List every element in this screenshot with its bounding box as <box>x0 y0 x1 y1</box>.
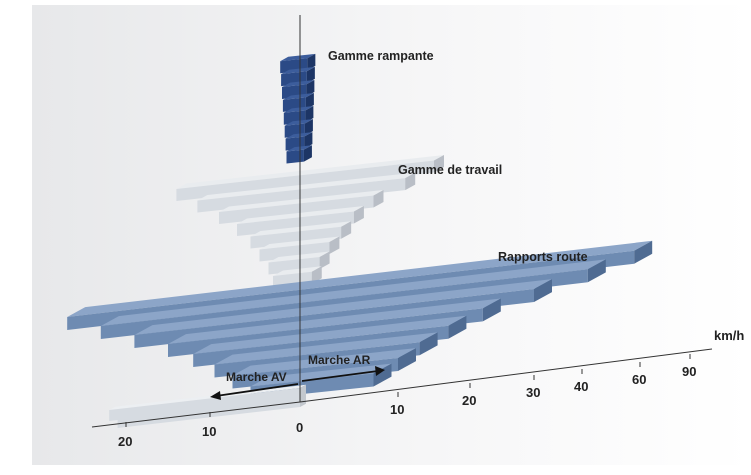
bar-rapports-route-3-top <box>214 332 438 365</box>
extra-bar-2 <box>109 384 306 421</box>
bar-gamme-de-travail-3 <box>259 236 340 262</box>
bar-gamme-rampante-7-top <box>281 66 315 75</box>
bar-gamme-rampante-6-top <box>282 79 315 87</box>
reverse-tick-label-10: 10 <box>390 402 404 417</box>
bar-gamme-de-travail-4-front <box>250 226 342 249</box>
bar-gamme-rampante-2-side <box>304 132 313 149</box>
reverse-tick-label-30: 30 <box>526 385 540 400</box>
reverse-tick-label-60: 60 <box>632 372 646 387</box>
bar-gamme-rampante-8-top <box>280 53 316 62</box>
axis-layer <box>91 15 713 428</box>
unit-label: km/h <box>714 328 744 343</box>
bar-gamme-rampante-1-front <box>286 149 304 164</box>
bar-gamme-de-travail-8-front <box>176 160 434 201</box>
bar-gamme-de-travail-3-top <box>259 236 340 250</box>
bar-rapports-route-4-top <box>193 315 467 354</box>
extra-bar-2-front <box>109 388 300 421</box>
bar-rapports-route-2-top <box>232 348 416 376</box>
bar-rapports-route-1-top <box>250 363 392 387</box>
reverse-arrow-line <box>301 370 379 382</box>
reverse-tick-label-90: 90 <box>682 364 696 379</box>
bar-gamme-de-travail-6 <box>219 190 384 224</box>
bar-rapports-route-6-top <box>134 279 552 335</box>
bar-rapports-route-2-side <box>398 348 416 371</box>
bar-gamme-rampante-3-top <box>284 119 313 126</box>
reverse-direction-label: Marche AR <box>308 353 371 367</box>
bar-rapports-route-5-side <box>482 298 501 322</box>
reverse-tick-label-20: 20 <box>462 393 476 408</box>
bar-gamme-de-travail-1-top <box>273 266 322 276</box>
forward-tick-label-10: 10 <box>202 424 216 439</box>
bar-gamme-rampante-5-top <box>282 93 314 100</box>
bar-gamme-de-travail-2-side <box>319 251 330 269</box>
bar-gamme-de-travail-8-top <box>176 155 444 189</box>
bar-rapports-route-4-side <box>448 315 467 339</box>
forward-axis-line <box>91 401 301 428</box>
bar-gamme-de-travail-5-front <box>237 211 354 236</box>
bar-gamme-de-travail-7-front <box>197 178 406 213</box>
bar-gamme-de-travail-6-front <box>219 195 374 224</box>
bar-rapports-route-8-side <box>634 240 653 264</box>
extra-bar-2-top <box>109 384 306 410</box>
bar-gamme-de-travail-3-side <box>329 236 340 254</box>
bar-gamme-de-travail-6-side <box>373 190 384 208</box>
bar-gamme-de-travail-7-top <box>197 172 416 201</box>
bar-gamme-de-travail-8-side <box>434 155 444 173</box>
extra-bar-2-side <box>300 384 306 399</box>
chart-background <box>32 5 751 465</box>
bar-gamme-rampante-4-top <box>283 106 314 113</box>
bar-rapports-route-5-top <box>168 298 501 344</box>
forward-arrow-head <box>210 391 221 400</box>
bar-gamme-de-travail-7 <box>197 172 416 213</box>
bar-gamme-de-travail-4-side <box>341 221 352 239</box>
group-label-gamme-de-travail: Gamme de travail <box>398 163 502 177</box>
bar-gamme-rampante-1-side <box>303 145 312 162</box>
bar-gamme-rampante-3-side <box>304 119 313 136</box>
bar-gamme-de-travail-5-side <box>353 206 364 224</box>
group-label-gamme-rampante: Gamme rampante <box>328 49 434 63</box>
bar-gamme-de-travail-7-side <box>405 172 416 191</box>
bar-rapports-route-8-top <box>67 240 653 317</box>
label-layer: Gamme rampante Gamme de travail Rapports r… <box>118 49 744 449</box>
bar-rapports-route-3-side <box>419 332 438 356</box>
forward-direction-label: Marche AV <box>226 370 287 384</box>
bar-gamme-rampante-4-side <box>305 106 314 123</box>
bar-rapports-route-7-side <box>587 259 606 283</box>
reverse-tick-label-40: 40 <box>574 379 588 394</box>
bar-gamme-rampante-8-side <box>307 53 316 71</box>
bar-rapports-route-6-side <box>534 279 552 302</box>
reverse-arrow-head <box>375 366 385 376</box>
forward-arrow-line <box>215 383 299 397</box>
bar-gamme-rampante-6-side <box>306 79 315 97</box>
bar-gamme-rampante-1-top <box>286 145 312 152</box>
forward-tick-label-20: 20 <box>118 434 132 449</box>
bars-layer <box>67 53 653 428</box>
bar-gamme-de-travail-1-side <box>311 266 322 284</box>
group-label-rapports-route: Rapports route <box>498 250 588 264</box>
reverse-axis-line <box>299 348 713 403</box>
bar-gamme-rampante-5-side <box>305 93 314 110</box>
bar-gamme-rampante-2-top <box>285 132 313 139</box>
bar-gamme-de-travail-4-top <box>250 221 352 237</box>
origin-label: 0 <box>296 420 303 435</box>
bar-gamme-de-travail-2-top <box>268 251 330 263</box>
bar-rapports-route-7-top <box>100 259 606 326</box>
bar-rapports-route-1-side <box>373 363 392 387</box>
bar-gamme-de-travail-3-front <box>259 242 330 262</box>
bar-gamme-de-travail-4 <box>250 221 352 249</box>
bar-gamme-de-travail-6-top <box>219 190 384 212</box>
bar-gamme-rampante-7-side <box>306 66 315 84</box>
bar-gamme-de-travail-8 <box>176 155 444 201</box>
